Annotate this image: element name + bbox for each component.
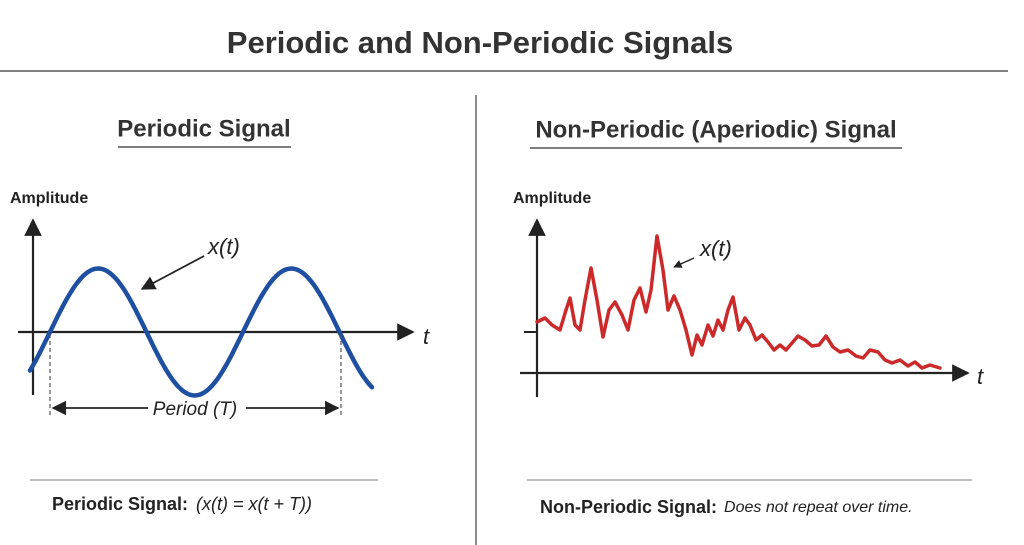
caption-formula: (x(t) = x(t + T)) — [196, 494, 312, 514]
y-axis-label: Amplitude — [513, 190, 591, 207]
caption-bold: Non-Periodic Signal: — [540, 497, 717, 517]
aperiodic-curve — [535, 234, 942, 370]
panel-heading: Non-Periodic (Aperiodic) Signal — [535, 116, 896, 143]
period-label: Period (T) — [153, 399, 237, 420]
caption-bold: Periodic Signal: — [52, 494, 188, 514]
periodic-curve — [27, 266, 375, 398]
x-axis-label: t — [423, 324, 430, 349]
curve-label: x(t) — [699, 236, 732, 261]
aperiodic-panel: Non-Periodic (Aperiodic) Signal Amplitud… — [513, 116, 984, 516]
caption-text: Does not repeat over time. — [724, 499, 913, 516]
curve-label: x(t) — [207, 234, 240, 259]
periodic-panel: Periodic Signal Amplitude t Period (T) x… — [10, 115, 430, 513]
caption: Non-Periodic Signal: Does not repeat over… — [540, 497, 913, 517]
y-axis-label: Amplitude — [10, 190, 88, 207]
panel-heading: Periodic Signal — [117, 115, 290, 142]
curve-pointer — [673, 257, 695, 268]
curve-pointer — [140, 255, 205, 290]
x-axis-label: t — [977, 364, 984, 389]
title: Periodic and Non-Periodic Signals — [227, 25, 733, 60]
caption: Periodic Signal: (x(t) = x(t + T)) — [52, 494, 312, 514]
